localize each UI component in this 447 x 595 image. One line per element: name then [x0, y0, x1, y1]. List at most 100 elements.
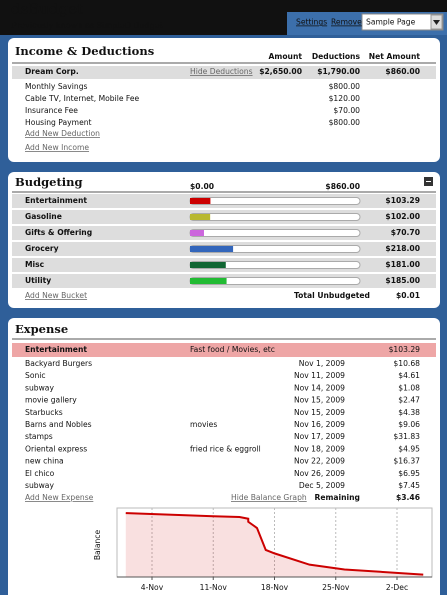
select-arrow — [433, 20, 440, 25]
expense-name: subway — [25, 383, 54, 392]
expense-name: Barns and Nobles — [25, 420, 92, 429]
bucket-row-bg — [12, 343, 436, 357]
bucket-amount: $181.00 — [385, 260, 420, 269]
column-header: Net Amount — [369, 52, 421, 61]
expense-note: fried rice & eggroll — [190, 444, 261, 453]
header-link[interactable]: Remove — [331, 18, 362, 27]
expense-date: Nov 15, 2009 — [294, 408, 345, 417]
bucket-name: Grocery — [25, 244, 59, 253]
expense-amount: $1.08 — [398, 383, 420, 392]
bar — [190, 246, 234, 252]
expense-name: Starbucks — [25, 408, 63, 417]
deduction-name: Monthly Savings — [25, 82, 88, 91]
expense-date: Nov 15, 2009 — [294, 396, 345, 405]
x-tick-label: 2-Dec — [386, 583, 408, 592]
bucket-amount: $218.00 — [385, 244, 420, 253]
bar-track — [189, 213, 361, 221]
deduction-amount: $120.00 — [329, 94, 361, 103]
expense-note: movies — [190, 420, 217, 429]
section-title: Expense — [15, 322, 68, 336]
deduction-amount: $800.00 — [329, 118, 361, 127]
x-tick-label: 18-Nov — [261, 583, 289, 592]
bucket-name: Utility — [25, 276, 51, 285]
expense-amount: $4.61 — [398, 371, 420, 380]
remaining-label: Remaining — [315, 493, 361, 502]
expense-date: Nov 22, 2009 — [294, 457, 345, 466]
expense-date: Nov 26, 2009 — [294, 469, 345, 478]
column-header: Amount — [269, 52, 303, 61]
deduction-name: Insurance Fee — [25, 106, 78, 115]
section-title: Income & Deductions — [15, 44, 154, 58]
bar — [190, 230, 204, 236]
expense-amount: $4.95 — [398, 444, 420, 453]
bucket-amount: $103.29 — [389, 345, 421, 354]
expense-name: stamps — [25, 432, 53, 441]
expense-amount: $10.68 — [393, 359, 420, 368]
scale-label: $860.00 — [325, 182, 360, 191]
expense-name: Oriental express — [25, 444, 87, 453]
page-select[interactable] — [361, 13, 444, 31]
bucket-name: Misc — [25, 260, 44, 269]
x-tick-label: 25-Nov — [322, 583, 350, 592]
expense-amount: $31.83 — [393, 432, 420, 441]
toggle-link[interactable]: Hide Deductions — [190, 67, 253, 76]
income-net: $860.00 — [385, 67, 420, 76]
add-link[interactable]: Add New Expense — [25, 493, 94, 502]
income-row-bg — [12, 66, 436, 79]
expense-date: Nov 14, 2009 — [294, 383, 345, 392]
expense-date: Nov 11, 2009 — [294, 371, 345, 380]
add-link[interactable]: Add New Income — [25, 143, 89, 152]
expense-name: Backyard Burgers — [25, 359, 92, 368]
expense-name: El chico — [25, 469, 55, 478]
add-link[interactable]: Add New Deduction — [25, 129, 100, 138]
expense-amount: $16.37 — [393, 457, 420, 466]
bar — [190, 214, 211, 220]
expense-name: movie gallery — [25, 396, 77, 405]
expense-amount: $4.38 — [398, 408, 420, 417]
income-name: Dream Corp. — [25, 67, 79, 76]
expense-date: Dec 5, 2009 — [299, 481, 345, 490]
add-link[interactable]: Add New Bucket — [25, 291, 87, 300]
expense-date: Nov 18, 2009 — [294, 444, 345, 453]
x-tick-label: 4-Nov — [141, 583, 164, 592]
deduction-amount: $800.00 — [329, 82, 361, 91]
scale-label: $0.00 — [190, 182, 214, 191]
bar — [190, 278, 227, 284]
expense-date: Nov 17, 2009 — [294, 432, 345, 441]
unbudgeted-value: $0.01 — [396, 291, 420, 300]
y-axis-label: Balance — [93, 530, 102, 561]
expense-name: new china — [25, 457, 64, 466]
expense-amount: $6.95 — [398, 469, 420, 478]
bucket-name: Entertainment — [25, 345, 87, 354]
bucket-note: Fast food / Movies, etc — [190, 345, 275, 354]
deduction-amount: $70.00 — [333, 106, 360, 115]
expense-date: Nov 16, 2009 — [294, 420, 345, 429]
column-header: Deductions — [312, 52, 361, 61]
x-tick-label: 11-Nov — [200, 583, 228, 592]
bucket-name: Entertainment — [25, 196, 87, 205]
bar — [190, 198, 211, 204]
remaining-value: $3.46 — [396, 493, 420, 502]
expense-date: Nov 1, 2009 — [299, 359, 345, 368]
bar — [190, 262, 226, 268]
header-link[interactable]: Settings — [296, 18, 327, 27]
expense-name: Sonic — [25, 371, 46, 380]
deduction-name: Housing Payment — [25, 118, 92, 127]
select-value[interactable]: Sample Page — [366, 18, 416, 27]
bucket-amount: $102.00 — [385, 212, 420, 221]
unbudgeted-label: Total Unbudgeted — [294, 291, 370, 300]
section-title: Budgeting — [15, 175, 83, 189]
bucket-name: Gasoline — [25, 212, 62, 221]
bucket-amount: $103.29 — [385, 196, 420, 205]
income-deductions: $1,790.00 — [317, 67, 360, 76]
expense-amount: $7.45 — [398, 481, 420, 490]
balance-area — [125, 513, 424, 577]
toggle-link[interactable]: Hide Balance Graph — [231, 493, 307, 502]
bar-track — [189, 197, 361, 205]
app-subtitle: Previously known as SimpleD Budget — [11, 21, 163, 30]
expense-name: subway — [25, 481, 54, 490]
bucket-name: Gifts & Offering — [25, 228, 92, 237]
balance-line — [125, 512, 424, 576]
